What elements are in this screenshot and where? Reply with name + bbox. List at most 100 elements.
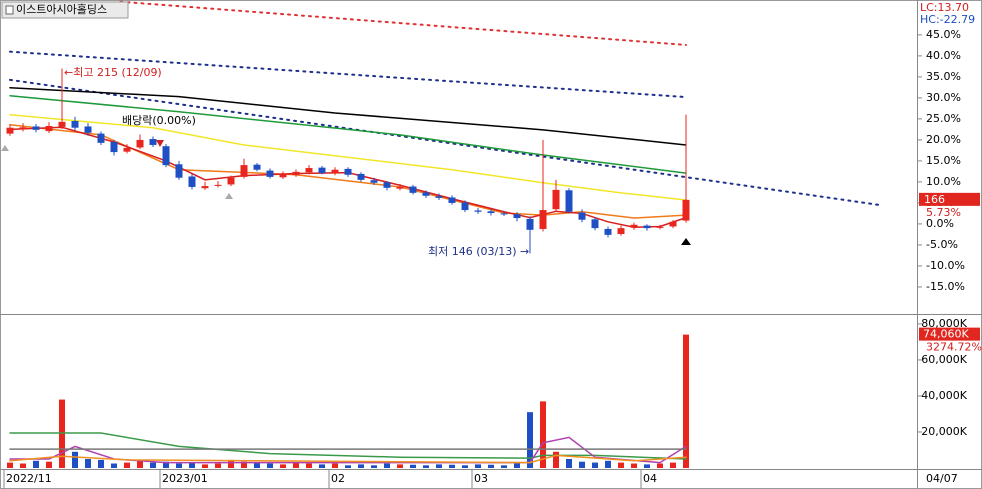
- volume-bar: [358, 464, 364, 468]
- volume-bar: [449, 464, 455, 468]
- candle-body: [97, 133, 105, 143]
- candle-body: [578, 212, 586, 220]
- y-tick-label: -15.0%: [926, 280, 965, 293]
- moving-average: [9, 87, 687, 146]
- candle-body: [474, 210, 482, 212]
- y-tick-label: 40.0%: [926, 49, 961, 62]
- candle-body: [149, 139, 157, 145]
- volume-bar: [124, 462, 130, 468]
- change-tag: 5.73%: [926, 206, 961, 219]
- volume-bar: [384, 463, 390, 468]
- candle-body: [227, 177, 235, 185]
- candle-body: [71, 120, 79, 128]
- candle-body: [305, 168, 313, 173]
- candle-body: [682, 199, 690, 221]
- volume-bar: [371, 465, 377, 468]
- candle-body: [604, 228, 612, 235]
- volume-bar: [566, 458, 572, 468]
- low-note: 최저 146 (03/13) →: [428, 245, 529, 258]
- volume-bar: [592, 462, 598, 468]
- y-tick-label: 30.0%: [926, 91, 961, 104]
- candle-body: [123, 147, 131, 152]
- price-tag-text: 166: [924, 193, 945, 206]
- volume-bar: [618, 462, 624, 468]
- x-tick-label: 2023/01: [162, 472, 208, 485]
- candle-body: [630, 224, 638, 228]
- volume-bar: [605, 460, 611, 468]
- candle-body: [136, 139, 144, 148]
- y-tick-label: 10.0%: [926, 175, 961, 188]
- candle-body: [331, 169, 339, 174]
- volume-bar: [410, 464, 416, 468]
- candle-body: [409, 186, 417, 193]
- volume-change: 3274.72%: [926, 341, 982, 354]
- trend-line: [9, 78, 881, 207]
- x-tick-label: 04: [643, 472, 657, 485]
- candle-body: [292, 171, 300, 176]
- moving-average: [9, 95, 687, 174]
- y-tick-label: 25.0%: [926, 112, 961, 125]
- y-tick-label: 60,000K: [921, 353, 967, 366]
- volume-bar: [280, 464, 286, 468]
- volume-bar: [436, 464, 442, 468]
- candle-body: [162, 146, 170, 166]
- volume-bar: [85, 458, 91, 468]
- y-tick-label: 40,000K: [921, 389, 967, 402]
- marker-arrow: [225, 193, 233, 199]
- candle-body: [279, 174, 287, 178]
- volume-bar: [189, 462, 195, 468]
- volume-bar: [540, 401, 546, 468]
- candle-body: [539, 210, 547, 229]
- volume-bar: [98, 459, 104, 468]
- volume-bar: [553, 451, 559, 468]
- candle-body: [240, 165, 248, 177]
- volume-bar: [631, 463, 637, 468]
- y-tick-label: 15.0%: [926, 154, 961, 167]
- price-tag: [919, 192, 980, 206]
- candle-body: [461, 202, 469, 211]
- trend-line: [9, 50, 687, 99]
- volume-bar: [319, 464, 325, 468]
- candle-body: [357, 173, 365, 180]
- volume-bar: [514, 463, 520, 468]
- candle-body: [84, 126, 92, 133]
- title-icon: [5, 5, 14, 15]
- volume-bar: [267, 463, 273, 468]
- y-tick-label: 0.0%: [926, 217, 954, 230]
- volume-bar: [462, 465, 468, 468]
- volume-average: [9, 432, 687, 460]
- volume-bar: [397, 464, 403, 468]
- candle-body: [552, 189, 560, 210]
- volume-bar: [345, 465, 351, 468]
- y-tick-label: -5.0%: [926, 238, 958, 251]
- moving-average: [9, 113, 687, 201]
- volume-bar: [488, 464, 494, 468]
- candle-body: [643, 225, 651, 229]
- volume-bar: [137, 460, 143, 468]
- candle-body: [45, 126, 53, 132]
- candle-body: [214, 184, 222, 186]
- candle-body: [396, 186, 404, 189]
- last-date: 04/07: [926, 472, 958, 485]
- y-tick-label: 35.0%: [926, 70, 961, 83]
- title-box: [1, 1, 129, 19]
- hc-label: HC:-22.79: [920, 13, 975, 26]
- volume-bar: [241, 461, 247, 468]
- volume-bar: [228, 459, 234, 468]
- candle-body: [344, 168, 352, 175]
- candle-body: [6, 127, 14, 134]
- volume-bar: [579, 461, 585, 468]
- candle-body: [58, 121, 66, 127]
- candle-body: [617, 228, 625, 235]
- volume-average: [9, 454, 687, 464]
- volume-bar: [306, 463, 312, 468]
- volume-bar: [644, 464, 650, 468]
- x-tick-label: 03: [474, 472, 488, 485]
- volume-bar: [202, 464, 208, 468]
- candle-body: [32, 126, 40, 130]
- dividend-arrow: [156, 140, 164, 147]
- high-note: ←최고 215 (12/09): [64, 66, 162, 79]
